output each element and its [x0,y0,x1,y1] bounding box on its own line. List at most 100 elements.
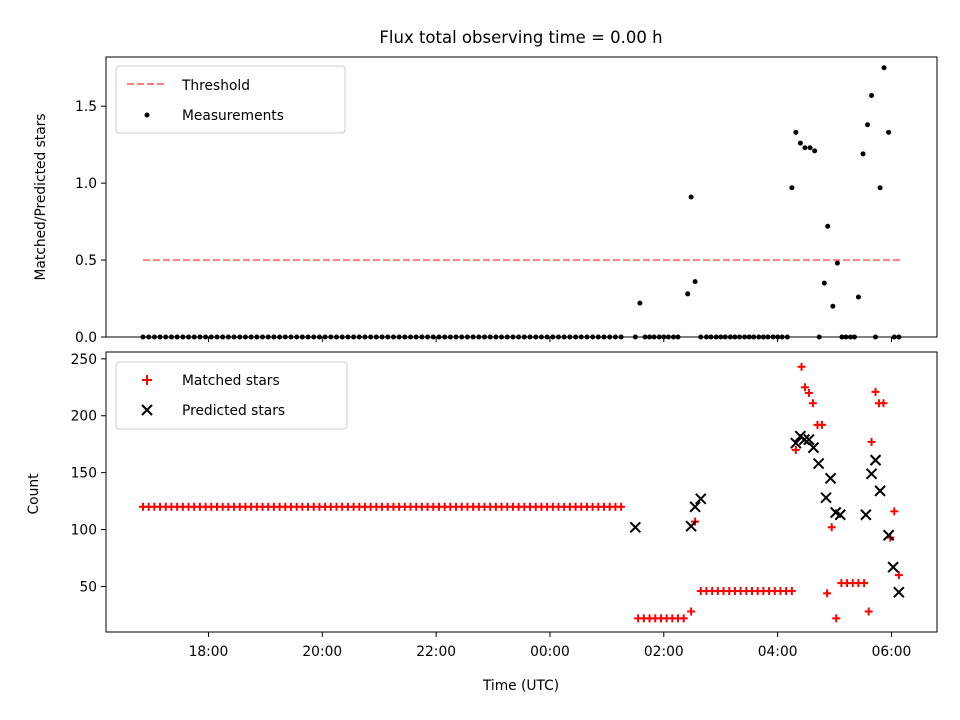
predicted-star-point-b [803,433,815,446]
predicted-star-point [860,509,872,521]
legend-matched-marker [142,375,152,385]
predicted-star-point [869,454,882,466]
predicted-star-point-b [798,433,811,446]
count-y-axis-label: Count [26,473,42,515]
measurement-point [834,260,840,266]
legend-matched-swatch [142,375,152,385]
legend-predicted-marker-b [141,404,153,416]
matched-star-point [797,362,806,371]
predicted-star-point [824,472,837,485]
matched-star-point [679,614,688,623]
measurement-point [637,300,643,306]
count-axes: 18:00 20:00 22:00 00:00 02:00 04:00 06:00 50 100… [71,351,938,660]
predicted-star-point [820,491,832,504]
measurement-point [812,148,818,154]
measurement-point [685,291,691,297]
predicted-star-point-b [685,520,697,532]
matched-star-point [800,383,809,392]
measurement-point [881,65,887,71]
measurement-point [793,129,799,135]
matched-star-point [808,399,817,408]
predicted-star-point-b [790,437,802,449]
predicted-star-point-b [812,457,825,470]
measurement-point [688,194,694,200]
predicted-star-point [790,437,802,449]
predicted-star-point [893,586,905,598]
matched-star-point [894,571,903,580]
legend-predicted-label: Predicted stars [182,403,285,419]
matched-star-point [864,607,873,616]
legend-threshold-label: Threshold [181,78,250,94]
matched-star-point [804,388,813,397]
matched-star-point [791,445,800,454]
count-x-tick-label: 18:00 [189,644,229,660]
matched-star-point [867,437,876,446]
predicted-star-point [803,433,815,446]
count-y-tick-label: 200 [71,409,97,425]
predicted-star-point-b [882,529,895,541]
count-y-tick-label: 250 [71,352,97,368]
measurement-point [860,151,866,157]
count-x-tick-label: 22:00 [416,644,456,660]
chart-title: Flux total observing time = 0.00 h [379,28,662,47]
legend-measurements-swatch [144,112,150,118]
measurement-point [869,92,875,98]
count-legend: Matched stars Predicted stars [115,361,348,430]
predicted-star-point-b [689,501,701,513]
ratio-y-tick-label: 1.5 [75,99,97,115]
matched-star-point [687,607,696,616]
predicted-star-point [798,433,811,446]
measurement-point [789,185,795,191]
predicted-star-point-b [629,521,642,533]
measurement-point [830,303,836,309]
predicted-star-point-b [820,491,832,504]
ratio-legend-box [115,65,346,134]
matched-star-point [832,614,841,623]
count-x-tick-label: 06:00 [872,644,912,660]
matched-star-point [890,507,899,516]
measurement-point [877,185,883,191]
legend-predicted-swatch [141,404,153,416]
predicted-star-point [812,457,825,470]
count-x-tick-label: 04:00 [758,644,798,660]
predicted-star-point [685,520,697,532]
ratio-y-axis-label: Matched/Predicted stars [33,113,49,280]
measurement-point [821,280,827,286]
matched-star-point [818,420,827,429]
predicted-star-point [865,468,878,480]
matched-star-point [879,399,888,408]
measurement-point [855,294,861,300]
predicted-star-point-b [869,454,882,466]
matched-star-point [827,523,836,532]
count-legend-box [115,361,348,430]
predicted-star-point-b [834,509,846,521]
ratio-frame [105,56,938,338]
measurement-point [865,122,871,128]
predicted-star-point [834,509,846,521]
predicted-star-point-b [824,472,837,485]
measurement-point [807,145,813,151]
predicted-star-point [695,493,707,505]
matched-star-point [787,587,796,596]
measurement-point [797,140,803,146]
matched-star-point [860,579,869,588]
measurement-point [802,145,808,151]
count-x-axis-label: Time (UTC) [482,678,559,694]
matched-star-point [617,502,626,511]
legend-measurements-label: Measurements [182,108,284,124]
ratio-y-tick-label: 0.5 [75,253,97,269]
predicted-star-point-b [865,468,878,480]
count-plot-area [138,362,905,623]
count-x-tick-label: 20:00 [302,644,342,660]
predicted-star-point [882,529,895,541]
measurement-point [692,279,698,285]
measurement-point [825,223,831,229]
predicted-star-point-b [807,441,820,454]
matched-star-point [823,589,832,598]
legend-matched-label: Matched stars [182,373,280,389]
predicted-star-point [807,441,820,454]
count-x-tick-label: 00:00 [530,644,570,660]
predicted-star-point-b [860,509,872,521]
ratio-legend: Threshold Measurements [115,65,346,134]
